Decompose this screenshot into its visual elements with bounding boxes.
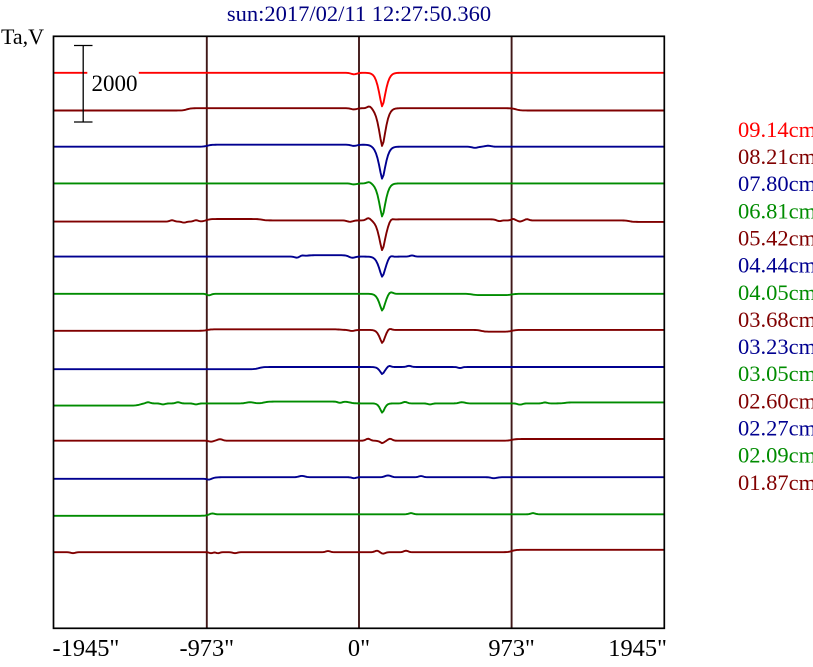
svg-text:04.05cm: 04.05cm — [738, 280, 813, 305]
svg-text:1945": 1945" — [608, 635, 667, 662]
svg-text:06.81cm: 06.81cm — [738, 198, 813, 223]
svg-text:-1945": -1945" — [53, 635, 120, 662]
svg-text:2000: 2000 — [92, 71, 138, 96]
svg-text:03.05cm: 03.05cm — [738, 361, 813, 386]
svg-text:04.44cm: 04.44cm — [738, 253, 813, 278]
svg-text:Ta,V: Ta,V — [1, 24, 44, 49]
svg-text:05.42cm: 05.42cm — [738, 226, 813, 251]
svg-text:0": 0" — [348, 635, 370, 662]
svg-text:-973": -973" — [179, 635, 234, 662]
svg-text:973": 973" — [488, 635, 535, 662]
svg-text:02.09cm: 02.09cm — [738, 443, 813, 468]
svg-text:08.21cm: 08.21cm — [738, 144, 813, 169]
svg-text:03.23cm: 03.23cm — [738, 334, 813, 359]
svg-text:sun:2017/02/11 12:27:50.360: sun:2017/02/11 12:27:50.360 — [227, 1, 491, 26]
svg-text:07.80cm: 07.80cm — [738, 171, 813, 196]
svg-text:03.68cm: 03.68cm — [738, 307, 813, 332]
svg-text:09.14cm: 09.14cm — [738, 117, 813, 142]
svg-text:02.60cm: 02.60cm — [738, 388, 813, 413]
svg-text:01.87cm: 01.87cm — [738, 470, 813, 495]
svg-text:02.27cm: 02.27cm — [738, 416, 813, 441]
